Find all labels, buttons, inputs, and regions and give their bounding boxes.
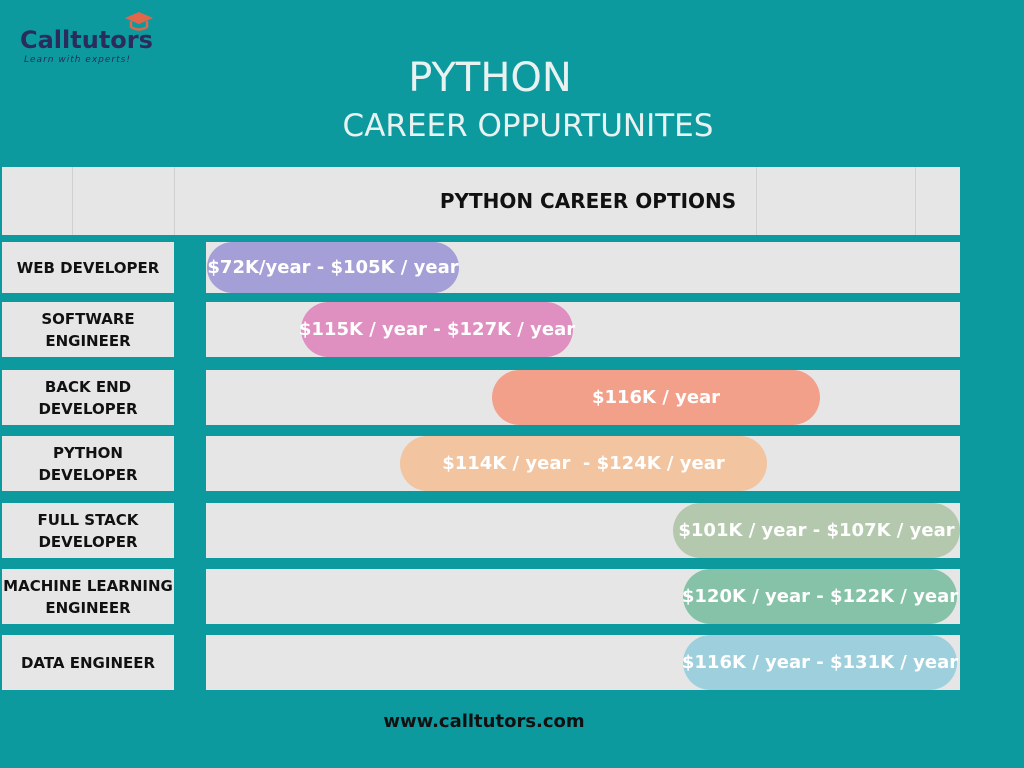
- table-header: PYTHON CAREER OPTIONS: [2, 167, 960, 235]
- role-label: WEB DEVELOPER: [2, 242, 174, 293]
- subtitle: CAREER OPPURTUNITES: [342, 108, 714, 144]
- divider: [915, 167, 916, 235]
- divider: [72, 167, 73, 235]
- role-label: DATA ENGINEER: [2, 635, 174, 690]
- header-text: PYTHON CAREER OPTIONS: [439, 189, 737, 213]
- salary-pill: $116K / year: [492, 370, 820, 425]
- footer: www.calltutors.com: [383, 711, 585, 732]
- title: PYTHON: [408, 55, 572, 101]
- role-label: SOFTWARE ENGINEER: [2, 302, 174, 357]
- role-label: PYTHON DEVELOPER: [2, 436, 174, 491]
- role-label: MACHINE LEARNING ENGINEER: [2, 569, 174, 624]
- divider: [174, 167, 175, 235]
- salary-pill: $116K / year - $131K / year: [682, 635, 958, 690]
- divider: [756, 167, 757, 235]
- role-label: BACK END DEVELOPER: [2, 370, 174, 425]
- tagline: Learn with experts!: [24, 55, 131, 65]
- role-label: FULL STACK DEVELOPER: [2, 503, 174, 558]
- logo-icon: [125, 12, 153, 31]
- salary-pill: $101K / year - $107K / year: [673, 503, 960, 558]
- salary-pill: $72K/year - $105K / year: [207, 242, 459, 293]
- logo: Calltutors: [20, 26, 153, 54]
- salary-pill: $114K / year - $124K / year: [400, 436, 767, 491]
- salary-pill: $115K / year - $127K / year: [299, 302, 575, 357]
- salary-pill: $120K / year - $122K / year: [682, 569, 958, 624]
